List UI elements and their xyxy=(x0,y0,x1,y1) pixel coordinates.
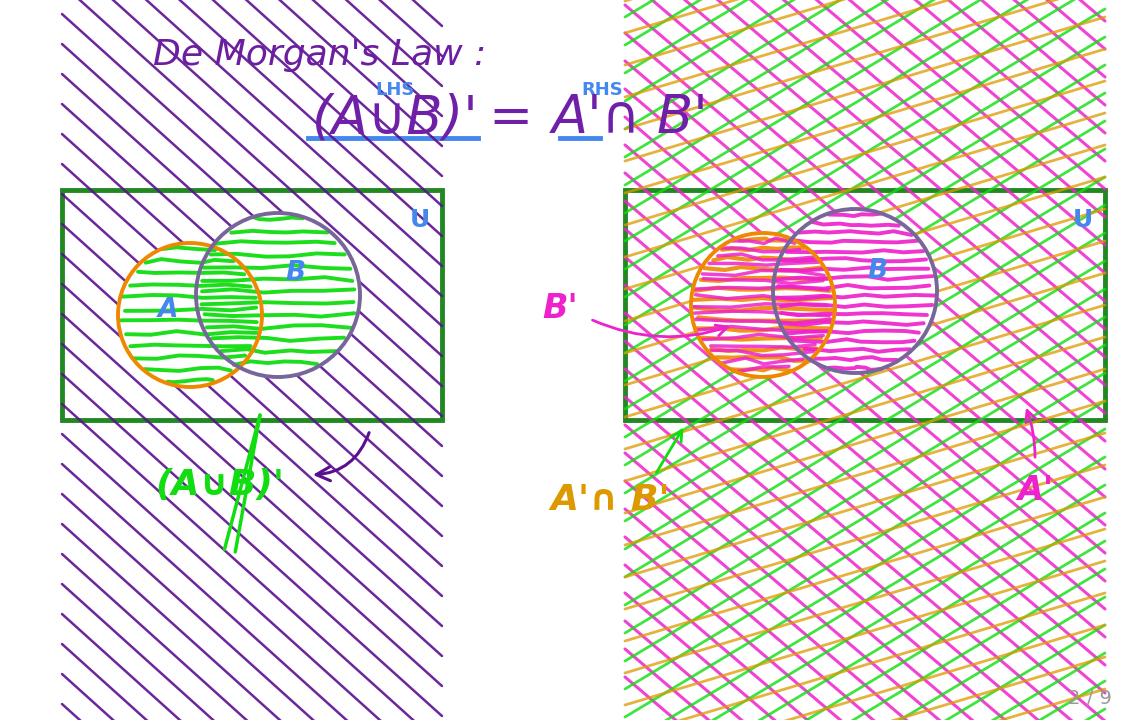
Bar xyxy=(62,190,442,420)
Circle shape xyxy=(692,233,835,377)
Text: A'∩ B': A'∩ B' xyxy=(551,92,709,144)
FancyArrowPatch shape xyxy=(1026,410,1036,457)
FancyArrowPatch shape xyxy=(657,430,683,472)
Bar xyxy=(625,190,1105,420)
Text: LHS: LHS xyxy=(375,81,415,99)
Text: B: B xyxy=(286,260,306,286)
FancyArrowPatch shape xyxy=(316,433,370,481)
Circle shape xyxy=(195,213,360,377)
FancyArrowPatch shape xyxy=(592,320,728,337)
Text: RHS: RHS xyxy=(581,81,623,99)
Text: De Morgan's Law :: De Morgan's Law : xyxy=(154,38,487,72)
Text: 2 / 9: 2 / 9 xyxy=(1068,689,1112,708)
Text: B': B' xyxy=(542,292,577,325)
Circle shape xyxy=(118,243,262,387)
Text: A': A' xyxy=(1017,474,1053,506)
Text: (A∪B)': (A∪B)' xyxy=(156,468,285,502)
Circle shape xyxy=(773,209,937,373)
Text: A: A xyxy=(158,297,179,323)
Text: U: U xyxy=(1072,208,1093,232)
Text: B: B xyxy=(867,258,887,284)
Text: =: = xyxy=(488,92,532,144)
Text: A'∩ B': A'∩ B' xyxy=(550,483,670,517)
Text: U: U xyxy=(410,208,431,232)
Text: (A∪B)': (A∪B)' xyxy=(312,92,478,144)
